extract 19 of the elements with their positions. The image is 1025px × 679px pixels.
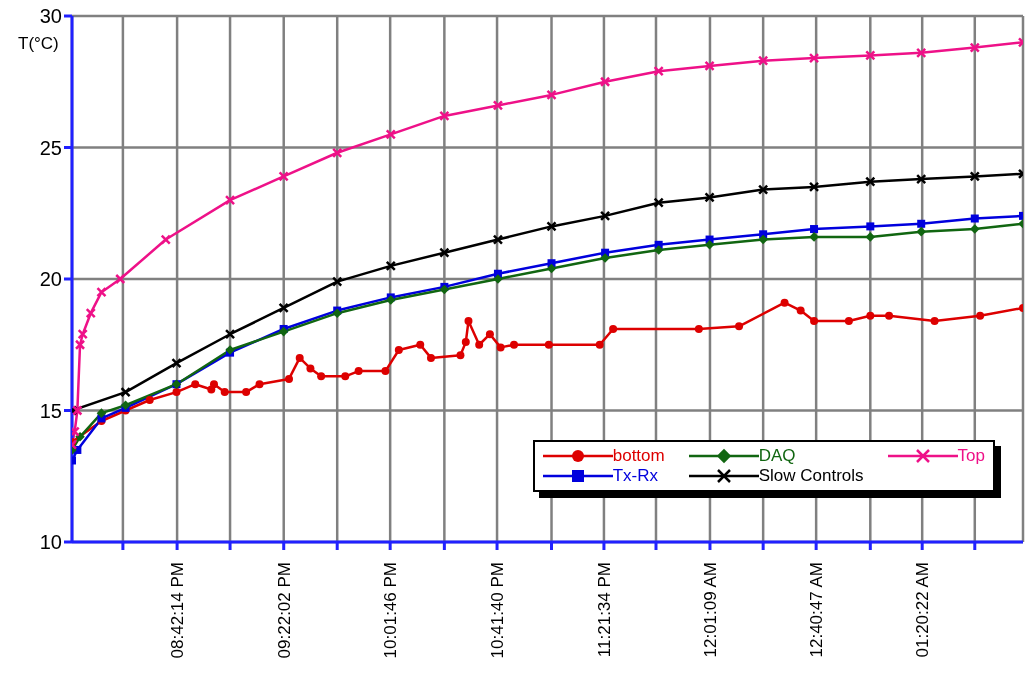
x-tick-label: 11:21:34 PM bbox=[594, 562, 614, 658]
legend-label: Top bbox=[957, 446, 985, 466]
x-tick-label: 12:01:09 AM bbox=[700, 562, 720, 658]
legend-label: Slow Controls bbox=[758, 466, 864, 486]
x-tick-label: 08:42:14 PM bbox=[168, 562, 188, 659]
x-tick-label: 09:22:02 PM bbox=[274, 562, 294, 659]
y-tick-label: 30 bbox=[39, 5, 62, 28]
y-axis-title: T(°C) bbox=[18, 34, 59, 54]
y-tick-label: 25 bbox=[39, 136, 62, 159]
legend-label: DAQ bbox=[758, 446, 796, 466]
y-tick-label: 20 bbox=[39, 268, 62, 291]
x-tick-label: 10:41:40 PM bbox=[488, 562, 508, 659]
x-tick-label: 10:01:46 PM bbox=[381, 562, 401, 659]
legend-label: Tx-Rx bbox=[612, 466, 659, 486]
y-tick-label: 15 bbox=[39, 399, 62, 422]
legend-label: bottom bbox=[612, 446, 665, 466]
y-tick-label: 10 bbox=[39, 531, 62, 554]
x-tick-label: 12:40:47 AM bbox=[807, 562, 827, 658]
x-tick-label: 01:20:22 AM bbox=[913, 562, 933, 658]
